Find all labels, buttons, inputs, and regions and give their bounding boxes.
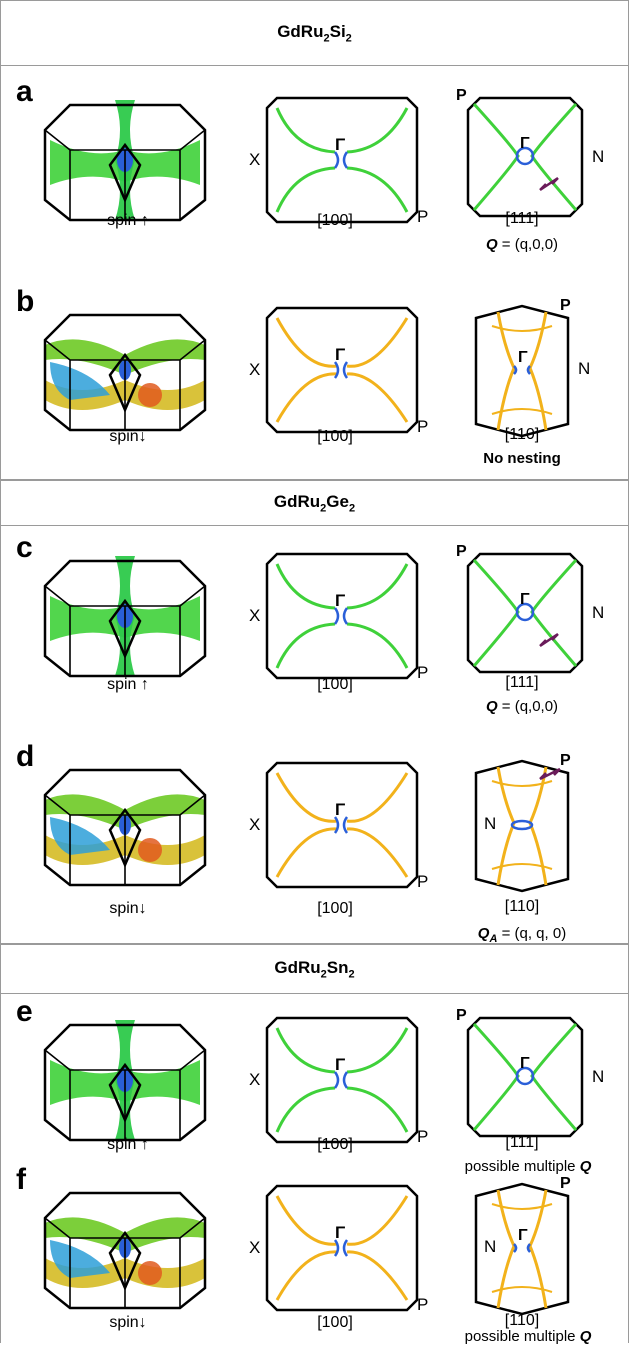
section-si [0,66,629,480]
cut-111: P N Γ [456,1007,604,1138]
spin-label: spin ↑ [107,676,149,693]
right-cut-label: [110] [504,898,540,915]
label-x: X [249,1238,260,1257]
formula-sn: GdRu2Sn2 [274,957,355,981]
label-p: P [560,1175,571,1192]
label-x: X [249,815,260,834]
right-cut-label: [111] [505,1134,539,1151]
cut-111: P N Γ [456,543,604,674]
nesting-note: Q = (q,0,0) [485,698,559,715]
spin-label: spin↓ [109,1314,147,1331]
label-gamma: Γ [520,591,530,608]
panel-f: f spin↓ X Γ P [100] P N Γ [110] possible multiple … [0,1164,629,1358]
panel-d: d spin↓ X Γ P [100] P N [110] QA = (q, q, 0) [0,741,629,946]
label-p: P [417,417,428,436]
label-n: N [578,359,590,378]
formula-si: GdRu2Si2 [277,21,352,45]
panel-letter: c [16,531,33,564]
panel-letter: e [16,995,33,1028]
label-n: N [592,147,604,166]
label-gamma: Γ [335,345,345,364]
label-p: P [417,207,428,226]
cut-100-label: [100] [317,428,353,445]
fermi-surface-3d [43,1020,207,1142]
label-gamma: Γ [335,800,345,819]
label-p: P [417,1127,428,1146]
label-gamma: Γ [335,1223,345,1242]
header-gdru2si2: GdRu2Si2 [0,0,629,66]
label-gamma: Γ [335,1055,345,1074]
nesting-note: No nesting [483,450,561,467]
right-cut-label: [111] [505,674,539,691]
section-sn [0,994,629,1343]
nesting-note: possible multiple Q [464,1328,592,1345]
cut-110: P N Γ [474,297,590,438]
cut-100-label: [100] [317,1314,353,1331]
label-gamma: Γ [335,591,345,610]
label-p: P [456,1007,467,1024]
label-x: X [249,150,260,169]
right-cut-label: [110] [504,1312,540,1329]
right-cut-label: [110] [504,426,540,443]
nesting-note: QA = (q, q, 0) [477,925,567,945]
fermi-surface-3d [43,1191,207,1310]
label-n: N [592,1067,604,1086]
panel-e: e spin ↑ X Γ P [100] P N Γ [111] possible multiple… [0,996,629,1200]
panel-letter: a [16,75,33,108]
panel-letter: d [16,740,35,773]
label-gamma: Γ [518,1227,528,1244]
label-n: N [592,603,604,622]
label-p: P [560,752,571,769]
cut-100: X Γ P [249,306,428,436]
label-p: P [417,872,428,891]
label-p: P [456,87,467,104]
label-x: X [249,360,260,379]
cut-100: X Γ P [249,761,428,891]
spin-label: spin↓ [109,428,147,445]
cut-100: X Γ P [249,1016,428,1146]
fermi-surface-3d [43,100,207,222]
nesting-note: Q = (q,0,0) [485,236,559,253]
cut-111: P N Γ [456,87,604,218]
cut-110: PN [474,752,571,893]
spin-label: spin ↑ [107,212,149,229]
panel-b: b spin↓ X Γ P [100] P N Γ [110] No nesting [0,286,629,480]
panel-letter: f [16,1163,26,1196]
spin-label: spin ↑ [107,1136,149,1153]
spin-label: spin↓ [109,900,147,917]
label-n: N [484,814,496,833]
label-x: X [249,1070,260,1089]
panel-letter: b [16,285,35,318]
label-p: P [456,543,467,560]
cut-100: X Γ P [249,1184,428,1314]
cut-110: P N Γ [474,1175,571,1316]
panel-c: c spin ↑ X Γ P [100] P N Γ [111] Q = (q,0,0) [0,532,629,736]
cut-100: X Γ P [249,552,428,682]
section-ge [0,526,629,944]
fermi-surface-3d [43,313,207,432]
label-x: X [249,606,260,625]
fermi-surface-3d [43,768,207,887]
label-p: P [417,663,428,682]
cut-100: X Γ P [249,96,428,226]
label-gamma: Γ [520,1055,530,1072]
cut-100-label: [100] [317,676,353,693]
formula-ge: GdRu2Ge2 [273,491,356,515]
label-n: N [484,1237,496,1256]
cut-100-label: [100] [317,1136,353,1153]
fermi-surface-3d [43,556,207,678]
nesting-note: possible multiple Q [464,1158,592,1175]
header-gdru2sn2: GdRu2Sn2 [0,944,629,994]
label-p: P [560,297,571,314]
header-gdru2ge2: GdRu2Ge2 [0,480,629,526]
cut-100-label: [100] [317,212,353,229]
right-cut-label: [111] [505,210,539,227]
cut-100-label: [100] [317,900,353,917]
panel-a: a spin ↑ X Γ P [100] P N Γ [111] Q = (q,0,0) [0,76,629,280]
label-p: P [417,1295,428,1314]
label-gamma: Γ [518,349,528,366]
label-gamma: Γ [335,135,345,154]
label-gamma: Γ [520,135,530,152]
